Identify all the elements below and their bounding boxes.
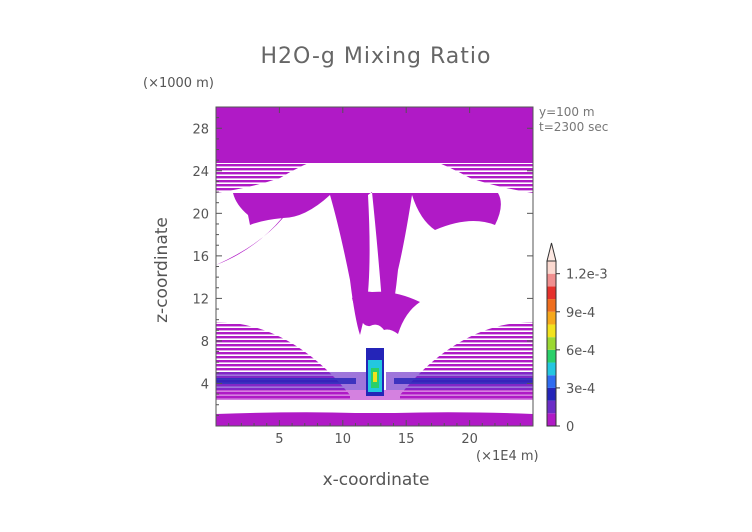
x-tick-label: 20 (461, 432, 478, 447)
upper-layer-stripes (216, 148, 533, 193)
colorbar-swatch (547, 387, 556, 401)
chart-title: H2O-g Mixing Ratio (260, 44, 492, 69)
x-tick-label: 5 (275, 432, 283, 447)
colorbar-frame (546, 260, 557, 427)
surface-layer (216, 412, 533, 426)
colorbar-tick-label: 0 (566, 420, 574, 435)
y-axis-label: z-coordinate (152, 217, 172, 323)
colorbar-swatch (547, 362, 556, 376)
x-axis-unit: (×1E4 m) (476, 449, 539, 464)
colorbar-swatch (547, 261, 556, 274)
y-tick-label: 12 (192, 292, 209, 307)
plume-stem (352, 291, 420, 334)
y-position-annotation: y=100 m (539, 105, 595, 119)
colorbar-extend-arrow (546, 242, 557, 262)
lower-left-core (216, 378, 356, 384)
colorbar-swatch (547, 286, 556, 300)
colorbar-swatch (547, 324, 556, 338)
colorbar-swatch (547, 337, 556, 350)
lower-right-core (394, 378, 533, 384)
y-tick-label: 20 (192, 207, 209, 222)
colorbar-swatch (547, 400, 556, 414)
colorbar-tick-label: 3e-4 (566, 382, 595, 397)
colorbar-swatch (547, 413, 556, 426)
colorbar-tick-label: 1.2e-3 (566, 268, 608, 283)
y-tick-label: 24 (192, 165, 209, 180)
time-annotation: t=2300 sec (539, 120, 609, 134)
x-tick-label: 15 (398, 432, 415, 447)
colorbar-tick-label: 6e-4 (566, 344, 595, 359)
x-axis-label: x-coordinate (322, 470, 430, 490)
central-plume (216, 192, 501, 335)
mixing-ratio-field (216, 107, 533, 426)
y-axis-unit: (×1000 m) (143, 76, 214, 91)
y-tick-label: 8 (201, 335, 209, 350)
x-axis: 5 10 15 20 (228, 107, 521, 447)
y-tick-label: 4 (201, 377, 209, 392)
colorbar-swatch (547, 349, 556, 363)
convective-core-peak (373, 372, 377, 382)
y-axis: 4 8 12 16 20 24 28 (192, 117, 533, 416)
y-tick-label: 28 (192, 122, 209, 137)
y-tick-label: 16 (192, 250, 209, 265)
colorbar-tick-label: 9e-4 (566, 306, 595, 321)
colorbar-swatch (547, 273, 556, 287)
colorbar-swatch (547, 299, 556, 312)
colorbar-swatch (547, 311, 556, 325)
x-tick-label: 10 (335, 432, 352, 447)
colorbar: 0 3e-4 6e-4 9e-4 1.2e-3 (546, 242, 608, 435)
colorbar-swatch (547, 375, 556, 388)
